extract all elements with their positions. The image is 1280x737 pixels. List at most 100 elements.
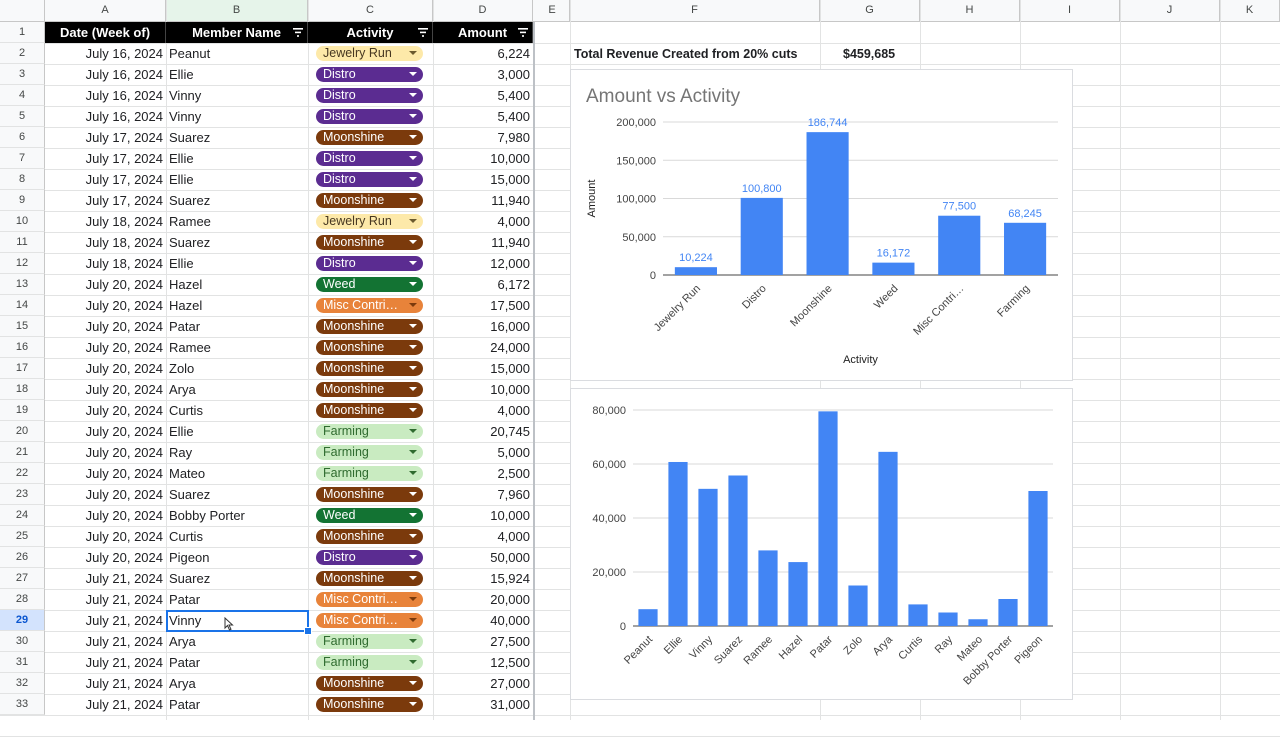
activity-chip[interactable]: Jewelry Run [316, 46, 423, 61]
row-header-23[interactable]: 23 [0, 484, 45, 505]
row-header-32[interactable]: 32 [0, 673, 45, 694]
amount-cell[interactable]: 6,172 [497, 277, 530, 292]
bar[interactable] [740, 197, 783, 275]
column-header-c[interactable]: C [308, 0, 433, 21]
activity-chip[interactable]: Distro [316, 256, 423, 271]
date-cell[interactable]: July 20, 2024 [85, 445, 163, 460]
bar[interactable] [1004, 222, 1047, 275]
member-cell[interactable]: Pigeon [169, 550, 210, 565]
date-cell[interactable]: July 17, 2024 [85, 172, 163, 187]
amount-cell[interactable]: 24,000 [490, 340, 530, 355]
member-cell[interactable]: Ellie [169, 67, 194, 82]
amount-cell[interactable]: 3,000 [497, 67, 530, 82]
date-cell[interactable]: July 21, 2024 [85, 592, 163, 607]
member-cell[interactable]: Ellie [169, 256, 194, 271]
member-cell[interactable]: Patar [169, 592, 201, 607]
row-header-24[interactable]: 24 [0, 505, 45, 526]
bar[interactable] [848, 585, 868, 627]
activity-chip[interactable]: Moonshine [316, 571, 423, 586]
activity-chip[interactable]: Farming [316, 655, 423, 670]
activity-chip[interactable]: Misc Contri… [316, 592, 423, 607]
activity-chip[interactable]: Farming [316, 424, 423, 439]
date-cell[interactable]: July 17, 2024 [85, 151, 163, 166]
member-cell[interactable]: Patar [169, 697, 201, 712]
date-cell[interactable]: July 16, 2024 [85, 46, 163, 61]
bar[interactable] [878, 451, 898, 626]
activity-chip[interactable]: Distro [316, 172, 423, 187]
header-amount[interactable]: Amount [433, 22, 533, 43]
bar[interactable] [908, 604, 928, 626]
row-header-7[interactable]: 7 [0, 148, 45, 169]
amount-cell[interactable]: 5,400 [497, 88, 530, 103]
amount-cell[interactable]: 4,000 [497, 214, 530, 229]
amount-cell[interactable]: 2,500 [497, 466, 530, 481]
member-cell[interactable]: Mateo [169, 466, 206, 481]
activity-chip[interactable]: Moonshine [316, 193, 423, 208]
activity-chip[interactable]: Moonshine [316, 403, 423, 418]
member-cell[interactable]: Suarez [169, 571, 211, 586]
date-cell[interactable]: July 20, 2024 [85, 424, 163, 439]
chart-amount-vs-activity[interactable]: Amount vs Activity 200,000 150,000 100,000 5… [570, 69, 1073, 381]
row-header-27[interactable]: 27 [0, 568, 45, 589]
column-header-b[interactable]: B [166, 0, 308, 21]
amount-cell[interactable]: 11,940 [491, 235, 530, 250]
member-cell[interactable]: Ellie [169, 172, 194, 187]
row-header-13[interactable]: 13 [0, 274, 45, 295]
row-header-30[interactable]: 30 [0, 631, 45, 652]
date-cell[interactable]: July 21, 2024 [85, 634, 163, 649]
activity-chip[interactable]: Moonshine [316, 529, 423, 544]
bar[interactable] [938, 612, 958, 627]
activity-chip[interactable]: Distro [316, 67, 423, 82]
amount-cell[interactable]: 15,924 [490, 571, 530, 586]
amount-cell[interactable]: 10,000 [490, 508, 530, 523]
row-header-4[interactable]: 4 [0, 85, 45, 106]
activity-chip[interactable]: Distro [316, 109, 423, 124]
amount-cell[interactable]: 4,000 [497, 403, 530, 418]
amount-cell[interactable]: 15,000 [490, 172, 530, 187]
member-cell[interactable]: Vinny [169, 88, 202, 103]
amount-cell[interactable]: 20,000 [490, 592, 530, 607]
selected-cell[interactable] [166, 610, 309, 632]
row-header-10[interactable]: 10 [0, 211, 45, 232]
member-cell[interactable]: Suarez [169, 193, 211, 208]
member-cell[interactable]: Vinny [169, 109, 202, 124]
row-header-9[interactable]: 9 [0, 190, 45, 211]
bar[interactable] [788, 562, 808, 626]
bar[interactable] [758, 550, 778, 626]
date-cell[interactable]: July 20, 2024 [85, 319, 163, 334]
member-cell[interactable]: Curtis [169, 403, 203, 418]
activity-chip[interactable]: Misc Contri… [316, 613, 423, 628]
member-cell[interactable]: Zolo [169, 361, 195, 376]
activity-chip[interactable]: Jewelry Run [316, 214, 423, 229]
header-date[interactable]: Date (Week of) [45, 22, 166, 43]
bar[interactable] [728, 475, 748, 626]
activity-chip[interactable]: Moonshine [316, 340, 423, 355]
date-cell[interactable]: July 16, 2024 [85, 109, 163, 124]
date-cell[interactable]: July 21, 2024 [85, 676, 163, 691]
row-header-19[interactable]: 19 [0, 400, 45, 421]
frozen-column-divider[interactable] [533, 22, 535, 720]
bar[interactable] [806, 132, 849, 275]
amount-cell[interactable]: 12,500 [490, 655, 530, 670]
activity-chip[interactable]: Moonshine [316, 319, 423, 334]
activity-chip[interactable]: Moonshine [316, 487, 423, 502]
row-header-14[interactable]: 14 [0, 295, 45, 316]
activity-chip[interactable]: Moonshine [316, 235, 423, 250]
date-cell[interactable]: July 21, 2024 [85, 613, 163, 628]
date-cell[interactable]: July 20, 2024 [85, 277, 163, 292]
row-header-29[interactable]: 29 [0, 610, 45, 631]
member-cell[interactable]: Hazel [169, 277, 203, 292]
date-cell[interactable]: July 18, 2024 [85, 235, 163, 250]
date-cell[interactable]: July 18, 2024 [85, 214, 163, 229]
amount-cell[interactable]: 40,000 [490, 613, 530, 628]
amount-cell[interactable]: 15,000 [490, 361, 530, 376]
activity-chip[interactable]: Moonshine [316, 361, 423, 376]
row-header-8[interactable]: 8 [0, 169, 45, 190]
column-header-i[interactable]: I [1020, 0, 1120, 21]
date-cell[interactable]: July 16, 2024 [85, 67, 163, 82]
row-header-15[interactable]: 15 [0, 316, 45, 337]
date-cell[interactable]: July 20, 2024 [85, 508, 163, 523]
member-cell[interactable]: Suarez [169, 130, 211, 145]
member-cell[interactable]: Hazel [169, 298, 203, 313]
bar[interactable] [998, 599, 1018, 626]
